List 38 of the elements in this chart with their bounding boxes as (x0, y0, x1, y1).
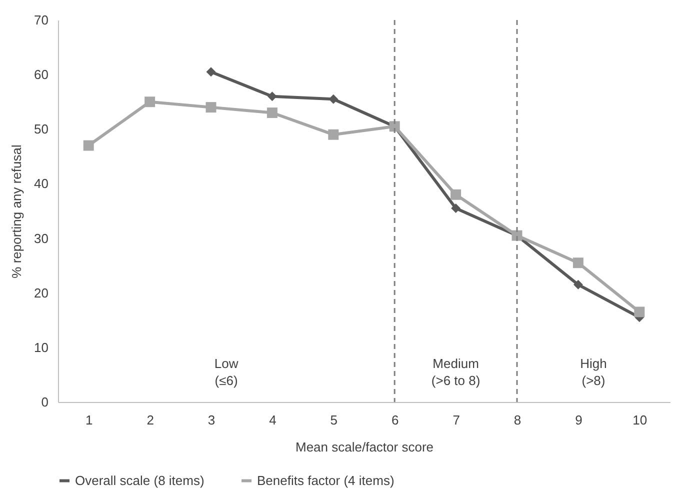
y-tick-label: 60 (34, 67, 48, 82)
point (206, 102, 216, 113)
point (83, 140, 94, 151)
legend-label: Benefits factor (4 items) (257, 472, 394, 488)
x-tick-label: 10 (632, 412, 648, 428)
point (572, 258, 584, 268)
x-tick-label: 1 (85, 412, 93, 428)
point (573, 280, 583, 290)
point (266, 108, 278, 118)
y-tick-label: 10 (34, 340, 48, 355)
y-tick-label: 50 (34, 122, 48, 137)
point (634, 306, 645, 318)
point (451, 204, 461, 214)
legend-label: Overall scale (8 items) (75, 472, 204, 488)
x-tick-label: 3 (208, 412, 216, 428)
annotation: High (>8) (580, 356, 607, 388)
x-tick-label: 7 (452, 412, 460, 428)
x-tick-label: 9 (575, 412, 582, 428)
x-tick-label: 8 (514, 412, 522, 428)
point (206, 67, 216, 77)
point (267, 92, 277, 102)
x-tick-label: 5 (330, 412, 338, 428)
point (144, 96, 156, 108)
point (450, 189, 462, 200)
y-tick-label: 30 (34, 230, 48, 246)
x-axis-title: Mean scale/factor score (295, 440, 434, 454)
x-tick-label: 4 (269, 412, 276, 428)
y-tick-label: 0 (41, 394, 48, 410)
x-tick-label: 2 (146, 412, 154, 428)
point (328, 129, 339, 140)
x-tick-label: 6 (391, 412, 399, 428)
y-tick-label: 40 (34, 176, 48, 192)
y-tick-label: 20 (34, 285, 48, 300)
point (328, 94, 338, 104)
annotation: Medium (>6 to 8) (431, 356, 480, 388)
y-axis-title: % reporting any refusal (9, 144, 24, 278)
y-tick-label: 70 (34, 12, 48, 28)
annotation: Low (≤6) (214, 356, 239, 388)
